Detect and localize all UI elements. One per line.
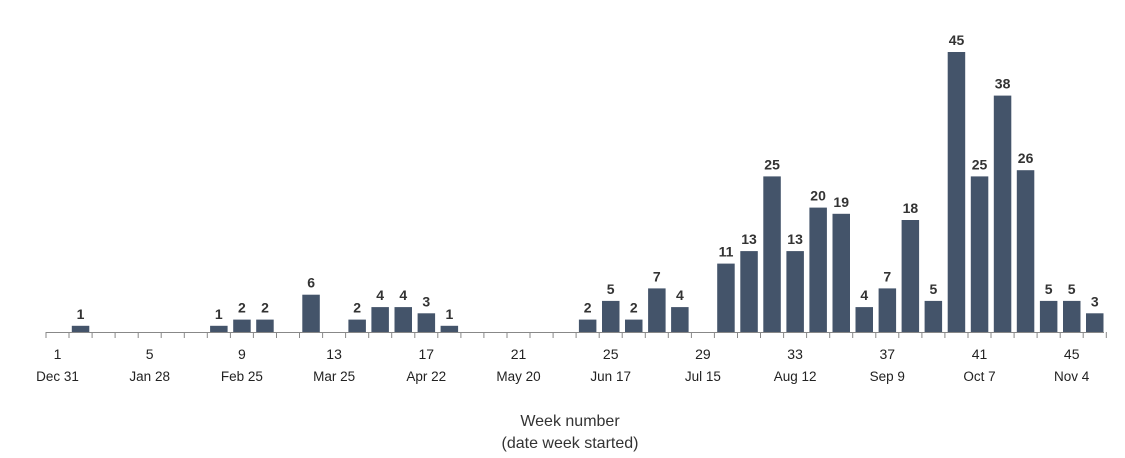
data-label-week-25: 5	[607, 281, 615, 297]
bar-week-18	[440, 325, 459, 332]
data-label-week-10: 2	[261, 300, 269, 316]
bar-week-43	[1016, 170, 1035, 332]
bar-week-45	[1063, 300, 1081, 332]
bar-week-17	[417, 313, 436, 332]
x-axis-title-line1: Week number	[520, 413, 620, 430]
bar-week-28	[671, 307, 689, 332]
bar-week-35	[832, 213, 850, 332]
data-label-week-36: 4	[860, 287, 868, 303]
x-tick-date-week-37: Sep 9	[870, 369, 905, 384]
data-label-week-8: 1	[215, 306, 223, 322]
x-tick-week-29: 29	[695, 346, 711, 362]
bar-week-41	[970, 176, 989, 332]
bar-week-25	[602, 300, 620, 332]
data-label-week-17: 3	[422, 293, 430, 309]
data-label-week-24: 2	[584, 300, 592, 316]
x-tick-date-week-5: Jan 28	[129, 369, 170, 384]
data-label-week-2: 1	[77, 306, 85, 322]
bar-week-14	[348, 319, 366, 332]
data-label-week-41: 25	[972, 156, 988, 172]
x-tick-week-41: 41	[972, 346, 988, 362]
data-label-week-27: 7	[653, 268, 661, 284]
data-label-week-31: 13	[741, 231, 757, 247]
data-label-week-37: 7	[883, 268, 891, 284]
data-label-week-38: 18	[903, 200, 919, 216]
data-label-week-40: 45	[949, 32, 965, 48]
bar-week-39	[924, 300, 943, 332]
x-tick-week-33: 33	[787, 346, 803, 362]
data-label-week-44: 5	[1045, 281, 1053, 297]
data-label-week-46: 3	[1091, 293, 1099, 309]
x-axis-title-line2: (date week started)	[502, 435, 639, 452]
data-label-week-14: 2	[353, 300, 361, 316]
x-tick-week-25: 25	[603, 346, 619, 362]
x-tick-week-13: 13	[326, 346, 342, 362]
x-tick-date-week-29: Jul 15	[685, 369, 721, 384]
bar-week-36	[855, 307, 873, 332]
bar-week-9	[233, 319, 251, 332]
bar-week-10	[256, 319, 274, 332]
data-label-week-12: 6	[307, 275, 315, 291]
data-label-week-32: 25	[764, 156, 780, 172]
x-tick-week-9: 9	[238, 346, 246, 362]
x-tick-date-week-9: Feb 25	[221, 369, 263, 384]
bar-week-31	[740, 251, 758, 332]
data-label-week-35: 19	[833, 194, 849, 210]
x-tick-week-45: 45	[1064, 346, 1080, 362]
data-label-week-15: 4	[376, 287, 384, 303]
x-tick-date-week-17: Apr 22	[406, 369, 446, 384]
x-tick-week-21: 21	[511, 346, 527, 362]
bar-week-8	[210, 325, 228, 332]
bar-week-15	[371, 307, 389, 332]
x-tick-date-week-21: May 20	[496, 369, 540, 384]
data-label-week-28: 4	[676, 287, 684, 303]
bar-week-37	[878, 288, 897, 332]
data-label-week-45: 5	[1068, 281, 1076, 297]
bar-week-33	[786, 251, 804, 332]
data-label-week-26: 2	[630, 300, 638, 316]
x-tick-date-week-25: Jun 17	[590, 369, 631, 384]
data-label-week-16: 4	[399, 287, 407, 303]
bar-week-38	[901, 220, 920, 332]
bars-group	[71, 52, 1104, 332]
x-tick-date-week-41: Oct 7	[963, 369, 995, 384]
bar-week-27	[648, 288, 666, 332]
x-tick-date-week-1: Dec 31	[36, 369, 79, 384]
x-tick-week-5: 5	[146, 346, 154, 362]
data-label-week-9: 2	[238, 300, 246, 316]
x-axis-ticks-group: 1 Dec 31 5 Jan 28 9 Feb 25 13 Mar 25 17 Apr 22 21 M…	[36, 332, 1107, 384]
bar-week-40	[947, 52, 966, 332]
bar-week-34	[809, 207, 827, 332]
data-label-week-30: 11	[719, 244, 734, 260]
x-tick-week-37: 37	[880, 346, 896, 362]
x-tick-date-week-33: Aug 12	[774, 369, 817, 384]
bar-week-46	[1086, 313, 1104, 332]
bar-week-24	[578, 319, 597, 332]
x-tick-week-17: 17	[419, 346, 435, 362]
data-label-week-42: 38	[995, 76, 1011, 92]
bar-week-16	[394, 307, 412, 332]
data-label-week-33: 13	[787, 231, 803, 247]
x-tick-date-week-13: Mar 25	[313, 369, 355, 384]
bar-week-44	[1039, 300, 1058, 332]
bar-week-12	[302, 294, 320, 332]
bar-week-2	[71, 325, 90, 332]
data-label-week-34: 20	[810, 188, 826, 204]
x-tick-date-week-45: Nov 4	[1054, 369, 1090, 384]
data-label-week-43: 26	[1018, 150, 1034, 166]
bar-week-30	[717, 263, 735, 332]
data-label-week-18: 1	[446, 306, 454, 322]
x-tick-week-1: 1	[54, 346, 62, 362]
bar-week-32	[763, 176, 781, 332]
bar-week-42	[993, 95, 1012, 332]
bar-week-26	[625, 319, 643, 332]
data-label-week-39: 5	[930, 281, 938, 297]
